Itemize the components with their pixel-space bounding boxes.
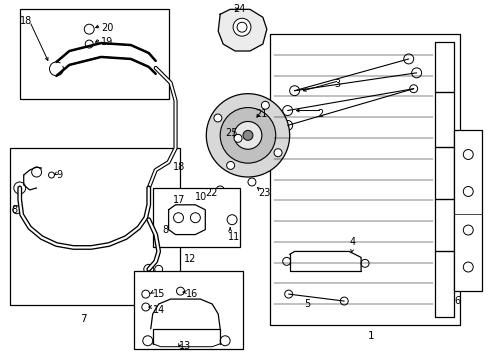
Circle shape	[142, 303, 149, 311]
Text: 6: 6	[453, 296, 460, 306]
Circle shape	[216, 186, 224, 194]
Circle shape	[340, 297, 347, 305]
Circle shape	[237, 22, 246, 32]
Text: 16: 16	[185, 289, 197, 299]
Circle shape	[462, 262, 472, 272]
Circle shape	[462, 186, 472, 197]
Polygon shape	[218, 9, 266, 51]
Text: 24: 24	[233, 4, 245, 14]
Text: 8: 8	[12, 205, 18, 215]
Circle shape	[84, 24, 94, 34]
Text: 19: 19	[101, 37, 113, 47]
Circle shape	[143, 264, 153, 274]
Bar	[20, 9, 168, 99]
Circle shape	[234, 134, 242, 142]
Circle shape	[247, 178, 255, 186]
Circle shape	[403, 54, 413, 64]
Circle shape	[226, 161, 234, 170]
Text: 15: 15	[152, 289, 165, 299]
Text: 21: 21	[254, 109, 267, 118]
Circle shape	[261, 101, 269, 109]
Circle shape	[462, 225, 472, 235]
Text: 9: 9	[56, 170, 62, 180]
Circle shape	[154, 265, 163, 273]
Text: 18: 18	[172, 162, 184, 172]
Text: 8: 8	[163, 225, 168, 235]
Circle shape	[213, 114, 222, 122]
Circle shape	[220, 108, 275, 163]
Circle shape	[282, 257, 290, 265]
Circle shape	[143, 183, 153, 193]
Text: 4: 4	[348, 238, 355, 247]
Text: 14: 14	[152, 305, 164, 315]
Bar	[453, 130, 481, 291]
Text: 20: 20	[101, 23, 113, 33]
Circle shape	[233, 18, 250, 36]
Circle shape	[49, 62, 63, 76]
Circle shape	[273, 149, 282, 157]
Circle shape	[220, 336, 230, 346]
Circle shape	[282, 105, 292, 116]
Circle shape	[411, 68, 421, 78]
Text: 23: 23	[257, 188, 270, 198]
Circle shape	[142, 290, 149, 298]
Circle shape	[243, 130, 252, 140]
Text: 25: 25	[224, 129, 237, 138]
Text: 18: 18	[20, 16, 32, 26]
Circle shape	[13, 206, 20, 214]
Text: 13: 13	[178, 341, 190, 351]
Circle shape	[142, 336, 152, 346]
Circle shape	[48, 172, 54, 178]
Circle shape	[190, 213, 200, 223]
Circle shape	[409, 85, 417, 93]
Text: 7: 7	[80, 314, 86, 324]
Text: 3: 3	[334, 79, 340, 89]
Text: 5: 5	[304, 299, 310, 309]
Circle shape	[85, 40, 93, 48]
Text: 22: 22	[205, 188, 217, 198]
Bar	[269, 34, 459, 325]
Text: 12: 12	[184, 255, 196, 265]
Bar	[10, 148, 180, 305]
Circle shape	[173, 213, 183, 223]
Circle shape	[289, 86, 299, 96]
Text: 11: 11	[228, 231, 240, 242]
Circle shape	[284, 290, 292, 298]
Circle shape	[206, 94, 289, 177]
Bar	[152, 188, 240, 247]
Circle shape	[176, 287, 184, 295]
Circle shape	[234, 121, 262, 149]
Text: 10: 10	[195, 192, 207, 202]
Circle shape	[32, 167, 41, 177]
Text: 17: 17	[172, 195, 184, 205]
Text: 1: 1	[367, 331, 373, 341]
Circle shape	[226, 215, 237, 225]
Circle shape	[14, 182, 26, 194]
Circle shape	[462, 149, 472, 159]
Bar	[134, 271, 243, 349]
Circle shape	[360, 260, 368, 267]
Circle shape	[282, 121, 292, 130]
Text: 2: 2	[317, 109, 323, 118]
Bar	[434, 42, 453, 317]
Circle shape	[151, 191, 160, 199]
